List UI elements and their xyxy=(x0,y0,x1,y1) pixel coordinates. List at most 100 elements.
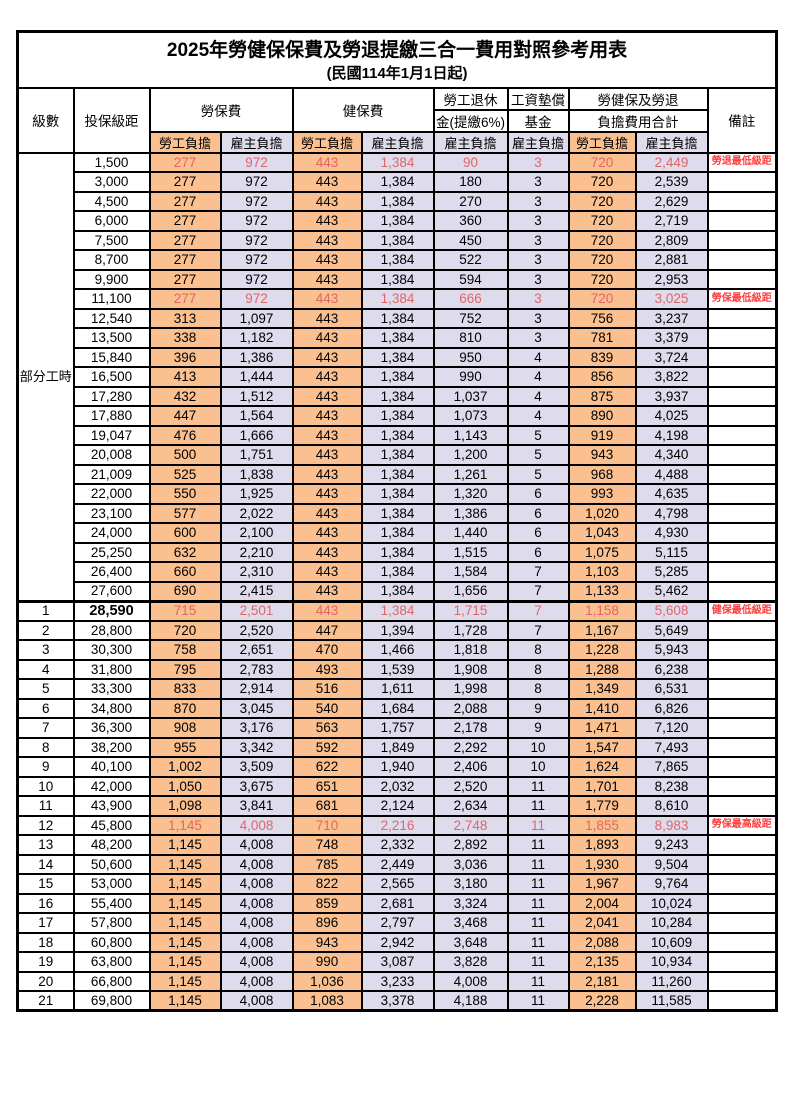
cell-labor-employer: 1,182 xyxy=(219,327,294,349)
cell-pension-employer: 810 xyxy=(432,327,509,349)
cell-total-employer: 2,629 xyxy=(634,190,709,212)
cell-remark xyxy=(706,307,778,329)
cell-health-employee: 443 xyxy=(291,327,363,349)
subheader-labor-employer: 雇主負擔 xyxy=(219,130,294,154)
cell-total-employer: 3,937 xyxy=(634,385,709,407)
cell-bracket: 34,800 xyxy=(72,697,151,719)
cell-pension-employer: 360 xyxy=(432,210,509,232)
cell-labor-employer: 2,520 xyxy=(219,619,294,641)
header-row-group-bottom: 金(提繳6%) 基金 負擔費用合計 xyxy=(18,108,777,133)
cell-health-employee: 443 xyxy=(291,229,363,251)
table-row: 27,600 690 2,415 443 1,384 1,656 7 1,133 5,462 xyxy=(18,580,778,602)
cell-pension-employer: 3,036 xyxy=(432,853,509,875)
cell-pension-employer: 1,037 xyxy=(432,385,509,407)
page-subtitle: (民國114年1月1日起) xyxy=(326,64,468,82)
cell-total-employee: 856 xyxy=(567,366,637,388)
cell-labor-employer: 972 xyxy=(219,171,294,193)
cell-health-employee: 943 xyxy=(291,931,363,953)
cell-health-employer: 3,378 xyxy=(360,990,435,1012)
table-row: 9 40,100 1,002 3,509 622 1,940 2,406 10 1,624 7,8… xyxy=(16,756,778,778)
cell-health-employee: 822 xyxy=(291,873,363,895)
cell-wage-fund-employer: 9 xyxy=(506,697,570,719)
cell-total-employer: 3,237 xyxy=(634,307,709,329)
cell-health-employer: 2,032 xyxy=(360,775,435,797)
table-row: 19,047 476 1,666 443 1,384 1,143 5 919 4,198 xyxy=(18,424,778,446)
cell-health-employee: 443 xyxy=(291,190,363,212)
cell-health-employer: 2,797 xyxy=(360,912,435,934)
table-row: 16,500 413 1,444 443 1,384 990 4 856 3,822 xyxy=(18,366,778,388)
cell-health-employee: 443 xyxy=(291,424,363,446)
cell-labor-employee: 277 xyxy=(148,210,222,232)
cell-total-employer: 9,504 xyxy=(634,853,709,875)
subheader-total-employer: 雇主負擔 xyxy=(634,130,709,154)
cell-level: 12 xyxy=(16,814,75,836)
cell-pension-employer: 1,584 xyxy=(432,561,509,583)
cell-remark xyxy=(706,424,778,446)
cell-labor-employer: 4,008 xyxy=(219,912,294,934)
header-row-share: 勞工負擔 雇主負擔 勞工負擔 雇主負擔 雇主負擔 雇主負擔 勞工負擔 雇主負擔 xyxy=(18,130,777,154)
cell-pension-employer: 1,715 xyxy=(432,599,509,622)
cell-labor-employee: 500 xyxy=(148,444,222,466)
cell-health-employee: 443 xyxy=(291,502,363,524)
cell-pension-employer: 1,320 xyxy=(432,483,509,505)
cell-wage-fund-employer: 3 xyxy=(506,268,570,290)
subheader-health-employee: 勞工負擔 xyxy=(291,130,363,154)
cell-remark xyxy=(706,697,778,719)
cell-labor-employee: 955 xyxy=(148,736,222,758)
cell-total-employee: 1,349 xyxy=(567,678,637,700)
cell-total-employee: 968 xyxy=(567,463,637,485)
table-row: 24,000 600 2,100 443 1,384 1,440 6 1,043 4,930 xyxy=(18,522,778,544)
cell-labor-employee: 1,145 xyxy=(148,853,222,875)
cell-wage-fund-employer: 3 xyxy=(506,171,570,193)
cell-wage-fund-employer: 6 xyxy=(506,522,570,544)
cell-health-employer: 2,942 xyxy=(360,931,435,953)
cell-health-employer: 1,684 xyxy=(360,697,435,719)
cell-remark xyxy=(706,736,778,758)
cell-total-employer: 3,724 xyxy=(634,346,709,368)
cell-total-employee: 2,228 xyxy=(567,990,637,1012)
cell-labor-employee: 1,098 xyxy=(148,795,222,817)
cell-health-employer: 1,940 xyxy=(360,756,435,778)
cell-total-employer: 10,024 xyxy=(634,892,709,914)
cell-labor-employee: 1,145 xyxy=(148,990,222,1012)
cell-bracket: 50,600 xyxy=(72,853,151,875)
cell-wage-fund-employer: 11 xyxy=(506,795,570,817)
cell-total-employer: 9,243 xyxy=(634,834,709,856)
cell-labor-employee: 277 xyxy=(148,268,222,290)
cell-health-employee: 443 xyxy=(291,463,363,485)
cell-total-employee: 993 xyxy=(567,483,637,505)
cell-wage-fund-employer: 9 xyxy=(506,717,570,739)
cell-wage-fund-employer: 10 xyxy=(506,756,570,778)
cell-labor-employee: 277 xyxy=(148,190,222,212)
cell-health-employer: 1,384 xyxy=(360,424,435,446)
table-row: 7,500 277 972 443 1,384 450 3 720 2,809 xyxy=(18,229,778,251)
title-row: 2025年勞健保保費及勞退提繳三合一費用對照參考用表 (民國114年1月1日起) xyxy=(16,30,778,89)
cell-total-employer: 2,539 xyxy=(634,171,709,193)
cell-remark xyxy=(706,658,778,680)
cell-bracket: 57,800 xyxy=(72,912,151,934)
cell-labor-employee: 632 xyxy=(148,541,222,563)
header-row-group-top: 級數 投保級距 勞保費 健保費 勞工退休 工資墊償 勞健保及勞退 備註 xyxy=(16,86,778,154)
cell-labor-employer: 4,008 xyxy=(219,970,294,992)
cell-labor-employee: 660 xyxy=(148,561,222,583)
table-row: 14 50,600 1,145 4,008 785 2,449 3,036 11 1,930 9,… xyxy=(16,853,778,875)
cell-level: 9 xyxy=(16,756,75,778)
cell-health-employee: 443 xyxy=(291,522,363,544)
cell-total-employee: 720 xyxy=(567,249,637,271)
cell-remark xyxy=(706,522,778,544)
cell-labor-employee: 1,145 xyxy=(148,970,222,992)
cell-wage-fund-employer: 8 xyxy=(506,658,570,680)
cell-wage-fund-employer: 7 xyxy=(506,599,570,622)
col-header-total-bottom: 負擔費用合計 xyxy=(567,108,709,133)
cell-total-employee: 2,041 xyxy=(567,912,637,934)
cell-total-employer: 5,115 xyxy=(634,541,709,563)
cell-remark xyxy=(706,678,778,700)
cell-remark xyxy=(706,970,778,992)
cell-health-employee: 443 xyxy=(291,580,363,602)
cell-labor-employee: 525 xyxy=(148,463,222,485)
cell-level: 21 xyxy=(16,990,75,1012)
cell-pension-employer: 3,468 xyxy=(432,912,509,934)
cell-pension-employer: 752 xyxy=(432,307,509,329)
cell-health-employer: 3,087 xyxy=(360,951,435,973)
cell-total-employer: 5,285 xyxy=(634,561,709,583)
